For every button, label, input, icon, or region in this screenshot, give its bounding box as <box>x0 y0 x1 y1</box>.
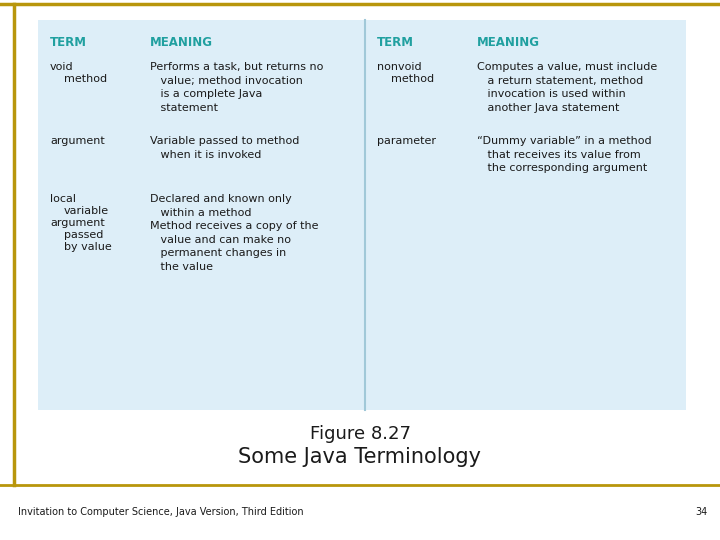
Text: TERM: TERM <box>50 36 87 49</box>
Text: argument: argument <box>50 218 104 228</box>
FancyBboxPatch shape <box>38 20 686 410</box>
Text: void: void <box>50 62 73 72</box>
Text: method: method <box>64 74 107 84</box>
Text: argument: argument <box>50 136 104 146</box>
Text: Variable passed to method
   when it is invoked: Variable passed to method when it is inv… <box>150 136 300 160</box>
Text: Performs a task, but returns no
   value; method invocation
   is a complete Jav: Performs a task, but returns no value; m… <box>150 62 323 113</box>
Text: MEANING: MEANING <box>477 36 540 49</box>
Text: variable: variable <box>64 206 109 216</box>
Text: “Dummy variable” in a method
   that receives its value from
   the correspondin: “Dummy variable” in a method that receiv… <box>477 136 652 173</box>
Text: Figure 8.27: Figure 8.27 <box>310 425 410 443</box>
Text: 34: 34 <box>696 507 708 517</box>
Text: parameter: parameter <box>377 136 436 146</box>
Text: method: method <box>391 74 434 84</box>
Text: Computes a value, must include
   a return statement, method
   invocation is us: Computes a value, must include a return … <box>477 62 657 113</box>
Text: nonvoid: nonvoid <box>377 62 422 72</box>
Text: TERM: TERM <box>377 36 414 49</box>
Text: by value: by value <box>64 242 112 252</box>
Text: MEANING: MEANING <box>150 36 213 49</box>
Text: passed: passed <box>64 230 104 240</box>
Text: local: local <box>50 194 76 204</box>
Text: Declared and known only
   within a method
Method receives a copy of the
   valu: Declared and known only within a method … <box>150 194 318 272</box>
Text: Some Java Terminology: Some Java Terminology <box>238 447 482 467</box>
Text: Invitation to Computer Science, Java Version, Third Edition: Invitation to Computer Science, Java Ver… <box>18 507 304 517</box>
